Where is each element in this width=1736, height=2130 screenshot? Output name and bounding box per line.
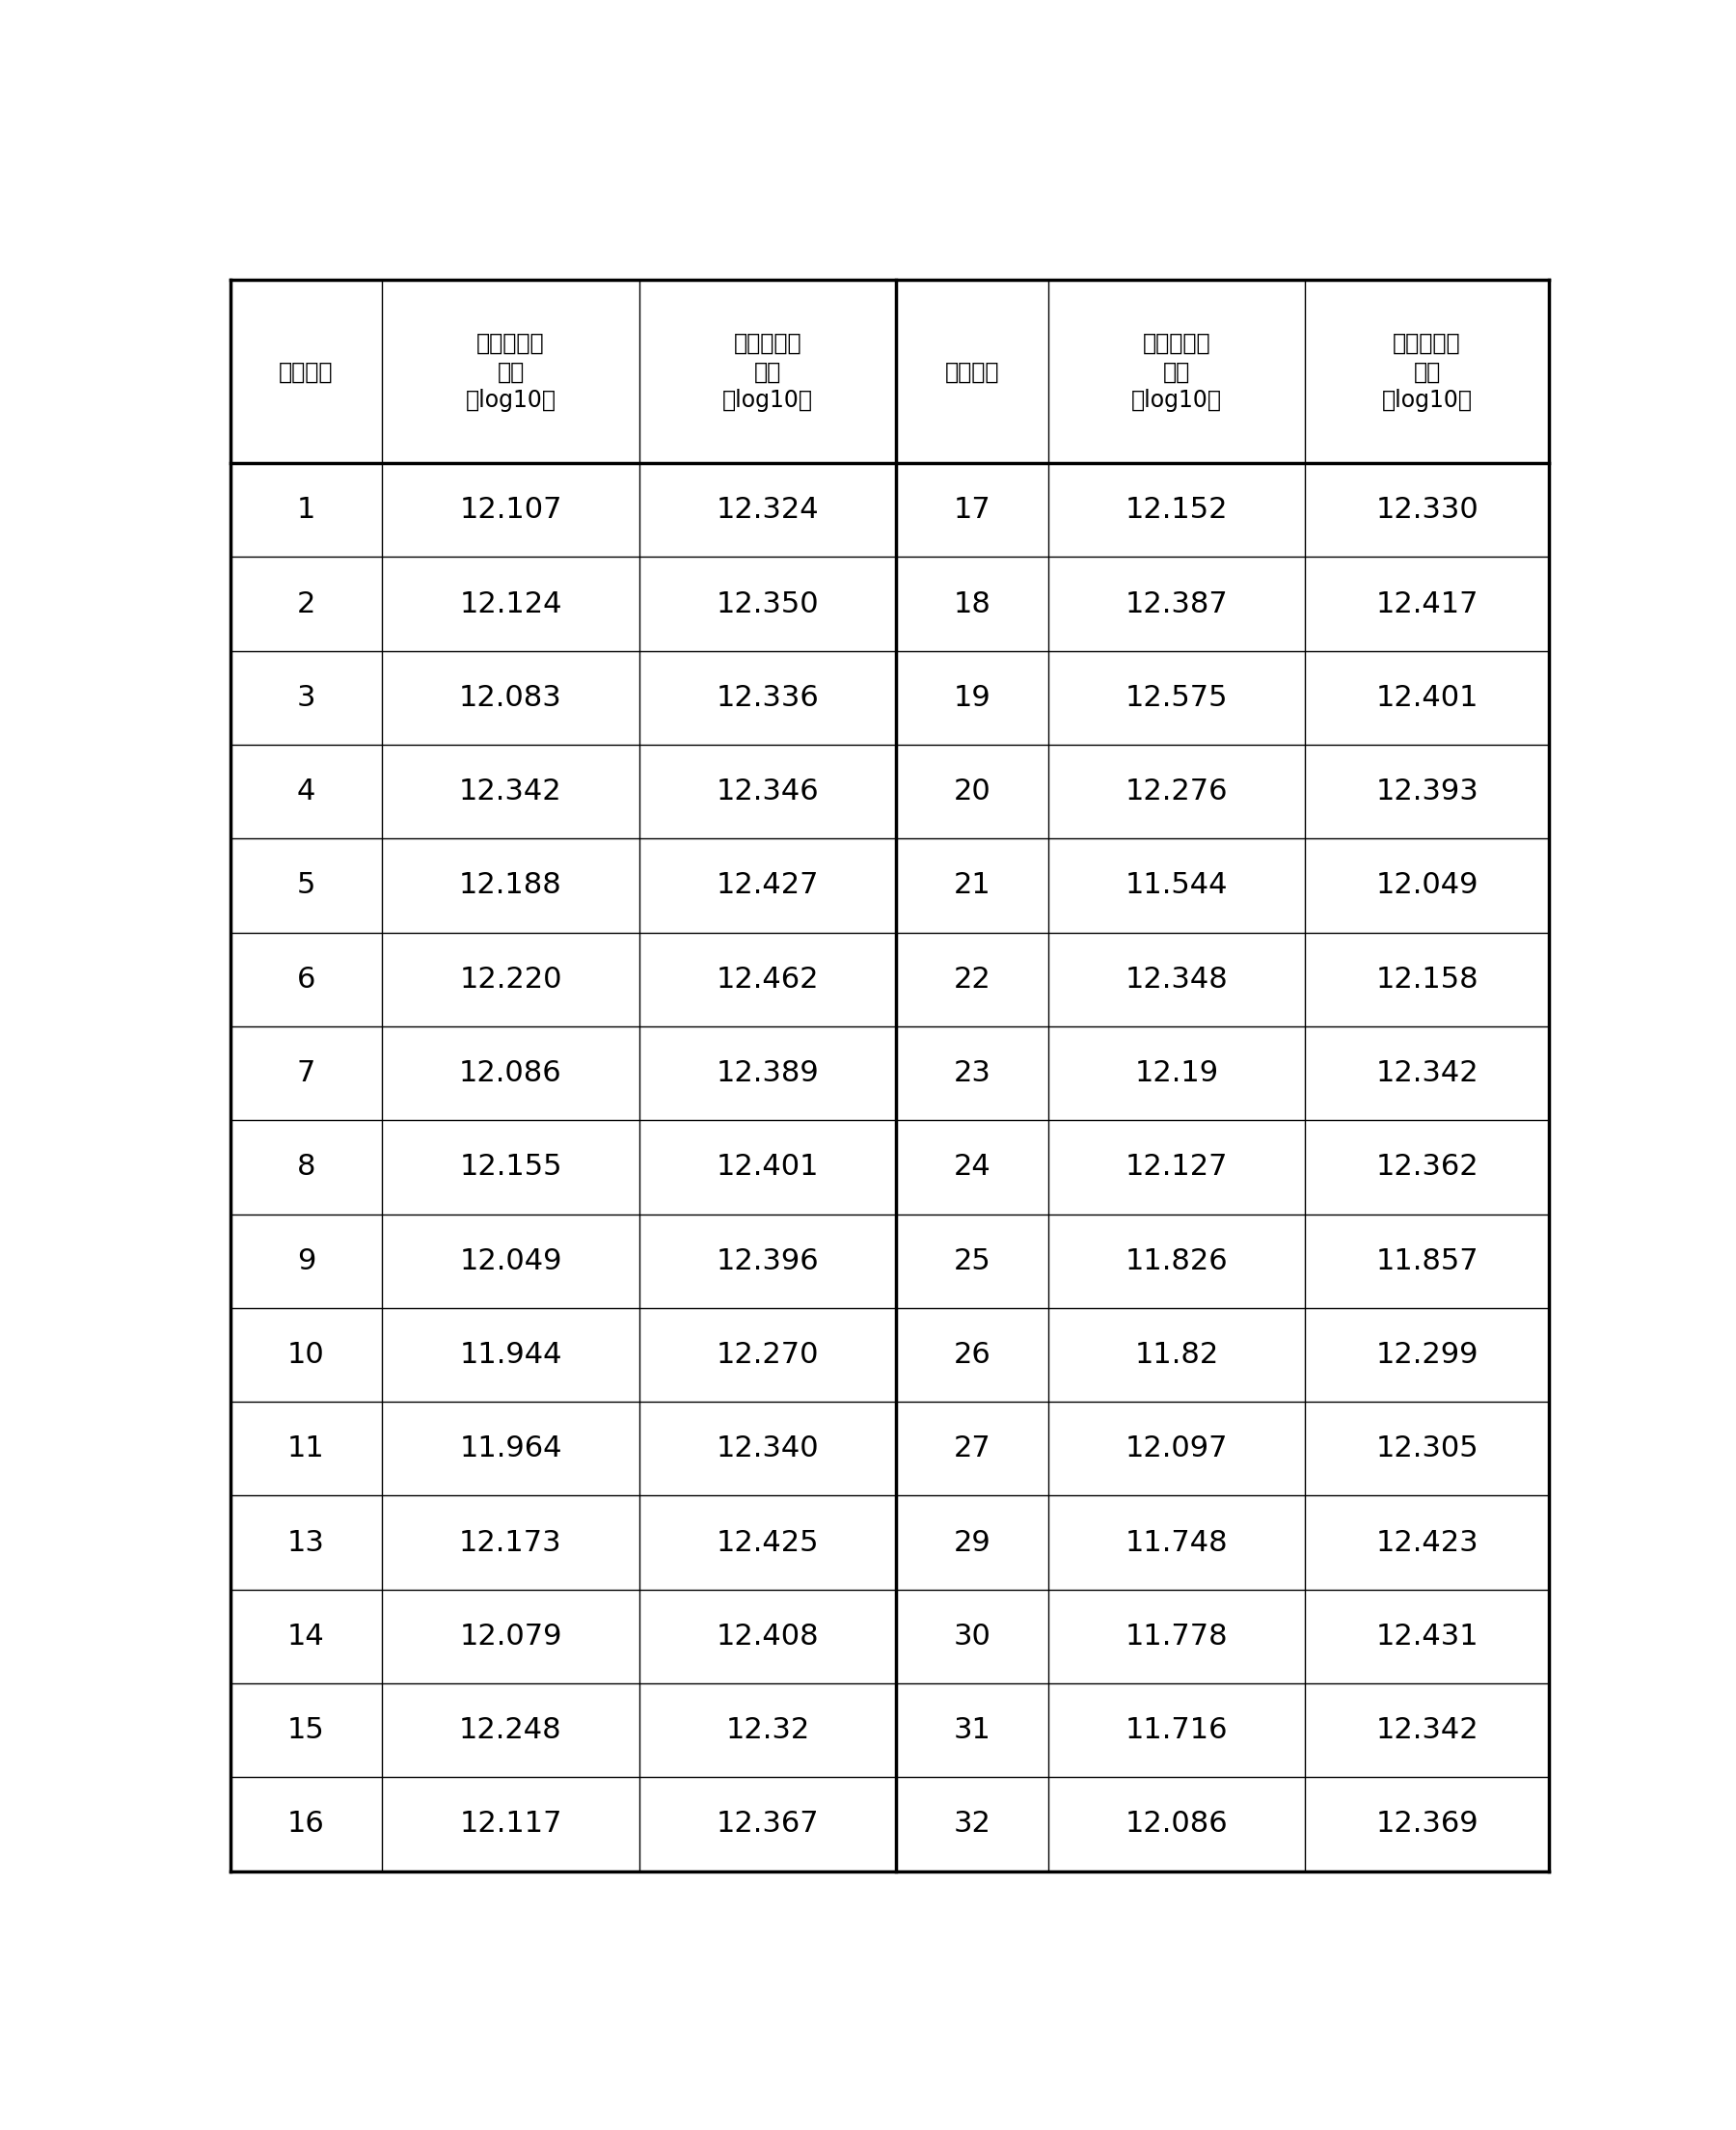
- Text: 12.342: 12.342: [1375, 1717, 1479, 1744]
- Text: 12.362: 12.362: [1375, 1152, 1479, 1182]
- Text: 12.188: 12.188: [458, 871, 562, 899]
- Text: 12.270: 12.270: [717, 1342, 819, 1370]
- Text: 2: 2: [297, 590, 316, 618]
- Text: 7: 7: [297, 1059, 316, 1086]
- Text: 12.155: 12.155: [460, 1152, 562, 1182]
- Text: 12.401: 12.401: [717, 1152, 819, 1182]
- Text: 12.152: 12.152: [1125, 496, 1227, 524]
- Text: 27: 27: [953, 1436, 991, 1463]
- Text: 12.427: 12.427: [717, 871, 819, 899]
- Text: 12.425: 12.425: [717, 1529, 819, 1557]
- Text: 12.367: 12.367: [717, 1810, 819, 1838]
- Text: 11.82: 11.82: [1134, 1342, 1219, 1370]
- Text: 红细胞检测
结果
（log10）: 红细胞检测 结果 （log10）: [465, 332, 556, 411]
- Text: 11.964: 11.964: [460, 1436, 562, 1463]
- Text: 12.396: 12.396: [717, 1246, 819, 1276]
- Text: 12.389: 12.389: [717, 1059, 819, 1086]
- Text: 29: 29: [953, 1529, 991, 1557]
- Text: 30: 30: [953, 1623, 991, 1651]
- Text: 12.340: 12.340: [717, 1436, 819, 1463]
- Text: 11.778: 11.778: [1125, 1623, 1227, 1651]
- Text: 12.083: 12.083: [458, 684, 562, 711]
- Text: 12.32: 12.32: [726, 1717, 809, 1744]
- Text: 5: 5: [297, 871, 316, 899]
- Text: 32: 32: [953, 1810, 991, 1838]
- Text: 12.248: 12.248: [460, 1717, 562, 1744]
- Text: 11.944: 11.944: [460, 1342, 562, 1370]
- Text: 12.086: 12.086: [1125, 1810, 1227, 1838]
- Text: 12.346: 12.346: [717, 777, 819, 805]
- Text: 12.158: 12.158: [1375, 965, 1479, 993]
- Text: 11.826: 11.826: [1125, 1246, 1227, 1276]
- Text: 12.462: 12.462: [717, 965, 819, 993]
- Text: 3: 3: [297, 684, 316, 711]
- Text: 11.544: 11.544: [1125, 871, 1227, 899]
- Text: 11: 11: [288, 1436, 325, 1463]
- Text: 12.173: 12.173: [460, 1529, 562, 1557]
- Text: 12.336: 12.336: [717, 684, 819, 711]
- Text: 12.299: 12.299: [1375, 1342, 1479, 1370]
- Text: 22: 22: [953, 965, 991, 993]
- Text: 12.305: 12.305: [1375, 1436, 1479, 1463]
- Text: 14: 14: [288, 1623, 325, 1651]
- Text: 4: 4: [297, 777, 316, 805]
- Text: 1: 1: [297, 496, 316, 524]
- Text: 24: 24: [953, 1152, 991, 1182]
- Text: 12.220: 12.220: [460, 965, 562, 993]
- Text: 12.393: 12.393: [1375, 777, 1479, 805]
- Text: 12.19: 12.19: [1134, 1059, 1219, 1086]
- Text: 9: 9: [297, 1246, 316, 1276]
- Text: 12.417: 12.417: [1375, 590, 1479, 618]
- Text: 21: 21: [953, 871, 991, 899]
- Text: 12.324: 12.324: [717, 496, 819, 524]
- Text: 12.408: 12.408: [717, 1623, 819, 1651]
- Text: 12.423: 12.423: [1375, 1529, 1479, 1557]
- Text: 11.716: 11.716: [1125, 1717, 1227, 1744]
- Text: 6: 6: [297, 965, 316, 993]
- Text: 12.276: 12.276: [1125, 777, 1227, 805]
- Text: 12.330: 12.330: [1375, 496, 1479, 524]
- Text: 12.387: 12.387: [1125, 590, 1227, 618]
- Text: 12.117: 12.117: [460, 1810, 562, 1838]
- Text: 18: 18: [953, 590, 991, 618]
- Text: 10: 10: [288, 1342, 325, 1370]
- Text: 12.350: 12.350: [717, 590, 819, 618]
- Text: 15: 15: [288, 1717, 325, 1744]
- Text: 红细胞检测
结果
（log10）: 红细胞检测 结果 （log10）: [1132, 332, 1222, 411]
- Text: 23: 23: [953, 1059, 991, 1086]
- Text: 红细胞计数
结果
（log10）: 红细胞计数 结果 （log10）: [722, 332, 812, 411]
- Text: 12.107: 12.107: [460, 496, 562, 524]
- Text: 12.348: 12.348: [1125, 965, 1227, 993]
- Text: 26: 26: [953, 1342, 991, 1370]
- Text: 25: 25: [953, 1246, 991, 1276]
- Text: 样本编号: 样本编号: [279, 360, 333, 383]
- Text: 12.049: 12.049: [460, 1246, 562, 1276]
- Text: 19: 19: [953, 684, 991, 711]
- Text: 红细胞计数
结果
（log10）: 红细胞计数 结果 （log10）: [1382, 332, 1472, 411]
- Text: 12.124: 12.124: [460, 590, 562, 618]
- Text: 12.049: 12.049: [1375, 871, 1479, 899]
- Text: 11.748: 11.748: [1125, 1529, 1227, 1557]
- Text: 20: 20: [953, 777, 991, 805]
- Text: 12.342: 12.342: [460, 777, 562, 805]
- Text: 12.127: 12.127: [1125, 1152, 1227, 1182]
- Text: 12.575: 12.575: [1125, 684, 1227, 711]
- Text: 13: 13: [288, 1529, 325, 1557]
- Text: 12.369: 12.369: [1375, 1810, 1479, 1838]
- Text: 12.086: 12.086: [460, 1059, 562, 1086]
- Text: 12.097: 12.097: [1125, 1436, 1227, 1463]
- Text: 16: 16: [288, 1810, 325, 1838]
- Text: 样本编号: 样本编号: [944, 360, 1000, 383]
- Text: 11.857: 11.857: [1375, 1246, 1479, 1276]
- Text: 12.342: 12.342: [1375, 1059, 1479, 1086]
- Text: 8: 8: [297, 1152, 316, 1182]
- Text: 12.079: 12.079: [460, 1623, 562, 1651]
- Text: 17: 17: [953, 496, 991, 524]
- Text: 12.401: 12.401: [1375, 684, 1479, 711]
- Text: 31: 31: [953, 1717, 991, 1744]
- Text: 12.431: 12.431: [1375, 1623, 1479, 1651]
